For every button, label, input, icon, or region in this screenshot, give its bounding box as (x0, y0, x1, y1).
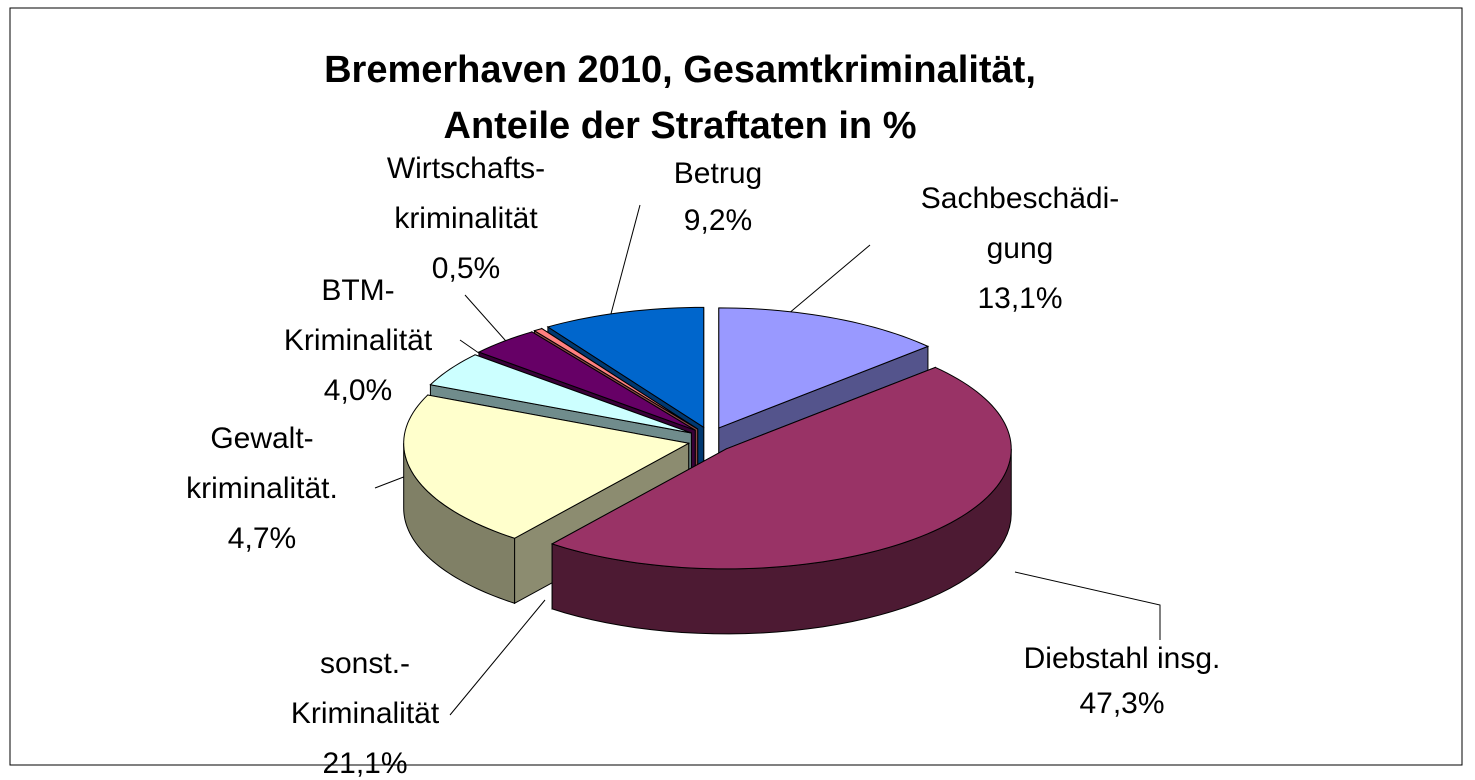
slice (533, 328, 698, 430)
value-label: 9,2% (684, 204, 752, 237)
value-label: 4,7% (228, 522, 296, 555)
category-label: Gewalt- (210, 422, 313, 455)
value-label: 4,0% (324, 374, 392, 407)
pie (403, 306, 1012, 635)
slice (718, 307, 930, 429)
chart-title: Bremerhaven 2010, Gesamtkriminalität, (324, 49, 1036, 91)
category-label: Betrug (674, 157, 762, 190)
category-label: Kriminalität (284, 324, 433, 357)
category-label: kriminalität. (186, 472, 338, 505)
value-label: 21,1% (322, 747, 407, 780)
category-label: gung (987, 232, 1054, 265)
category-label: sonst.- (320, 647, 410, 680)
slice (550, 366, 1012, 570)
chart-frame (9, 7, 1463, 766)
slice (546, 306, 705, 429)
slice (477, 331, 696, 431)
slice (403, 394, 691, 539)
value-label: 47,3% (1079, 687, 1164, 720)
category-label: Sachbeschädi- (921, 182, 1119, 215)
chart-title: Anteile der Straftaten in % (444, 105, 917, 147)
slice (429, 354, 692, 434)
category-label: kriminalität (394, 202, 538, 235)
leader-line (1014, 571, 1161, 640)
value-label: 13,1% (977, 282, 1062, 315)
category-label: Diebstahl insg. (1024, 642, 1221, 675)
value-label: 0,5% (432, 252, 500, 285)
category-label: BTM- (321, 274, 394, 307)
category-label: Kriminalität (291, 697, 440, 730)
category-label: Wirtschafts- (387, 152, 545, 185)
leader-line (449, 599, 546, 716)
